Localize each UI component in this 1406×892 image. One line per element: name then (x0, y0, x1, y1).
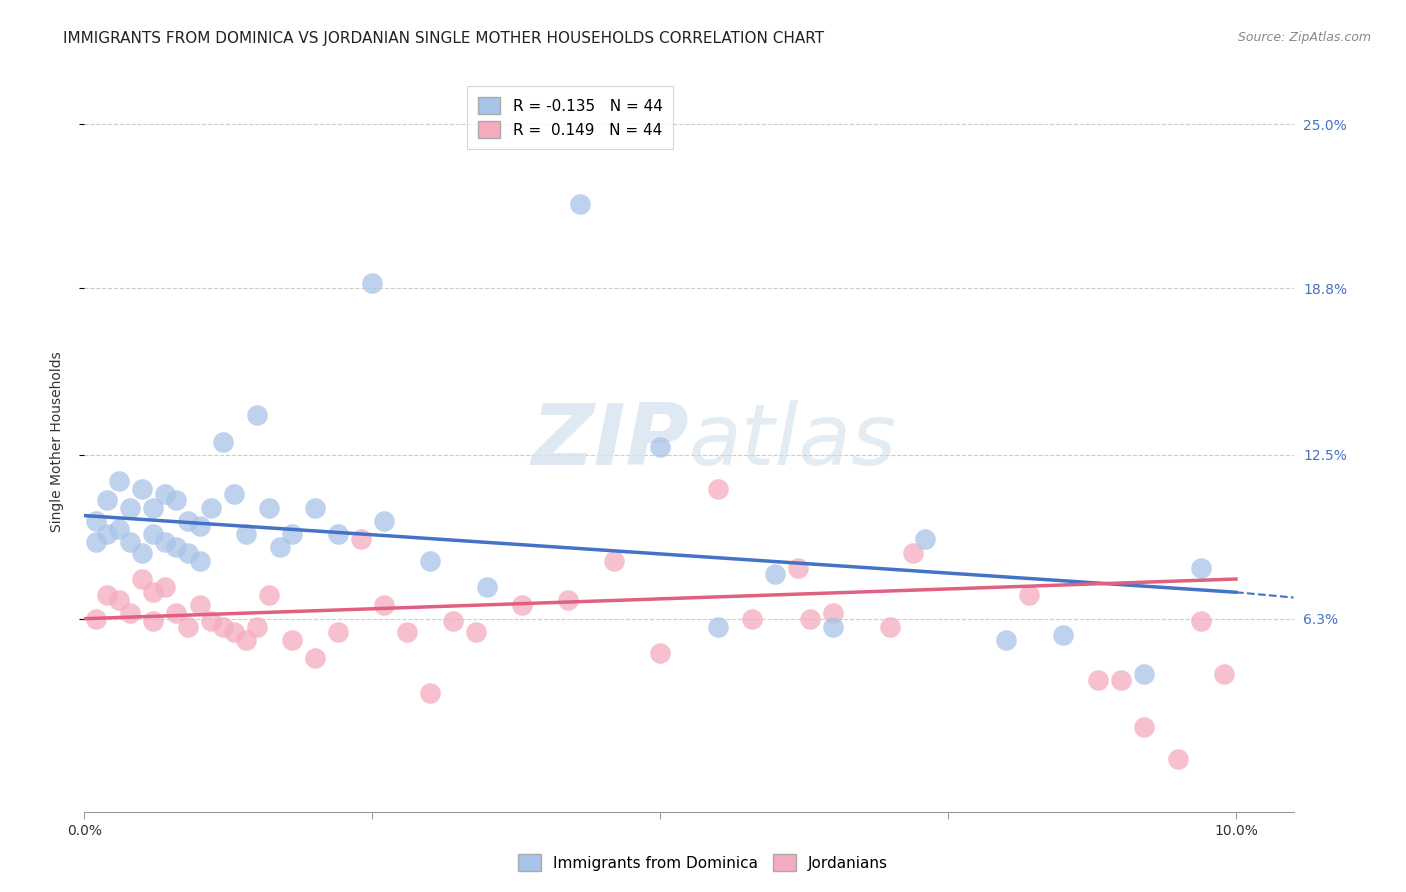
Point (464, 624, 486, 639)
Point (280, 527, 302, 541)
Text: atlas: atlas (689, 400, 897, 483)
Point (373, 514, 395, 528)
Point (166, 541, 188, 555)
Point (257, 588, 280, 602)
Point (361, 276, 384, 290)
Point (188, 553, 211, 567)
Point (188, 519, 211, 533)
Point (222, 624, 245, 639)
Point (153, 487, 176, 501)
Point (200, 615, 222, 629)
Point (96, 492, 118, 507)
Point (96, 588, 118, 602)
Point (914, 533, 936, 547)
Point (1167, 752, 1189, 766)
Point (120, 535, 142, 549)
Point (821, 607, 844, 621)
Point (1133, 720, 1156, 734)
Point (131, 546, 153, 560)
Point (1189, 561, 1212, 575)
Legend: Immigrants from Dominica, Jordanians: Immigrants from Dominica, Jordanians (509, 845, 897, 880)
Point (84, 612, 107, 626)
Point (994, 632, 1017, 647)
Point (177, 620, 200, 634)
Point (787, 561, 810, 575)
Point (84, 535, 107, 549)
Point (419, 553, 441, 567)
Point (269, 541, 291, 555)
Point (879, 620, 901, 634)
Point (235, 632, 257, 647)
Point (188, 599, 211, 613)
Text: Source: ZipAtlas.com: Source: ZipAtlas.com (1237, 31, 1371, 45)
Point (142, 527, 165, 541)
Point (1018, 588, 1040, 602)
Point (510, 599, 533, 613)
Point (304, 500, 326, 515)
Y-axis label: Single Mother Households: Single Mother Households (49, 351, 63, 532)
Point (326, 527, 349, 541)
Point (257, 500, 280, 515)
Point (200, 500, 222, 515)
Point (222, 487, 245, 501)
Text: IMMIGRANTS FROM DOMINICA VS JORDANIAN SINGLE MOTHER HOUSEHOLDS CORRELATION CHART: IMMIGRANTS FROM DOMINICA VS JORDANIAN SI… (63, 31, 824, 46)
Point (763, 566, 786, 581)
Point (142, 585, 165, 599)
Point (799, 612, 821, 626)
Legend: R = -0.135   N = 44, R =  0.149   N = 44: R = -0.135 N = 44, R = 0.149 N = 44 (467, 87, 673, 149)
Point (603, 553, 626, 567)
Point (304, 651, 326, 665)
Point (120, 500, 142, 515)
Point (821, 620, 844, 634)
Point (177, 514, 200, 528)
Point (120, 607, 142, 621)
Point (131, 572, 153, 586)
Point (211, 434, 233, 449)
Point (142, 500, 165, 515)
Point (650, 440, 672, 454)
Point (557, 593, 579, 607)
Point (166, 607, 188, 621)
Point (477, 580, 499, 594)
Point (211, 620, 233, 634)
Point (108, 474, 131, 488)
Point (142, 615, 165, 629)
Text: ZIP: ZIP (531, 400, 689, 483)
Point (419, 686, 441, 700)
Point (131, 482, 153, 496)
Point (1213, 667, 1236, 681)
Point (326, 624, 349, 639)
Point (706, 620, 728, 634)
Point (108, 593, 131, 607)
Point (1133, 667, 1156, 681)
Point (903, 546, 925, 560)
Point (1052, 627, 1074, 641)
Point (741, 612, 763, 626)
Point (441, 615, 464, 629)
Point (280, 632, 302, 647)
Point (153, 580, 176, 594)
Point (1109, 673, 1132, 687)
Point (350, 533, 373, 547)
Point (153, 535, 176, 549)
Point (650, 646, 672, 660)
Point (1087, 673, 1109, 687)
Point (96, 527, 118, 541)
Point (235, 527, 257, 541)
Point (166, 492, 188, 507)
Point (108, 522, 131, 536)
Point (395, 624, 418, 639)
Point (84, 514, 107, 528)
Point (373, 599, 395, 613)
Point (1189, 615, 1212, 629)
Point (246, 408, 269, 422)
Point (246, 620, 269, 634)
Point (177, 546, 200, 560)
Point (568, 196, 591, 211)
Point (706, 482, 728, 496)
